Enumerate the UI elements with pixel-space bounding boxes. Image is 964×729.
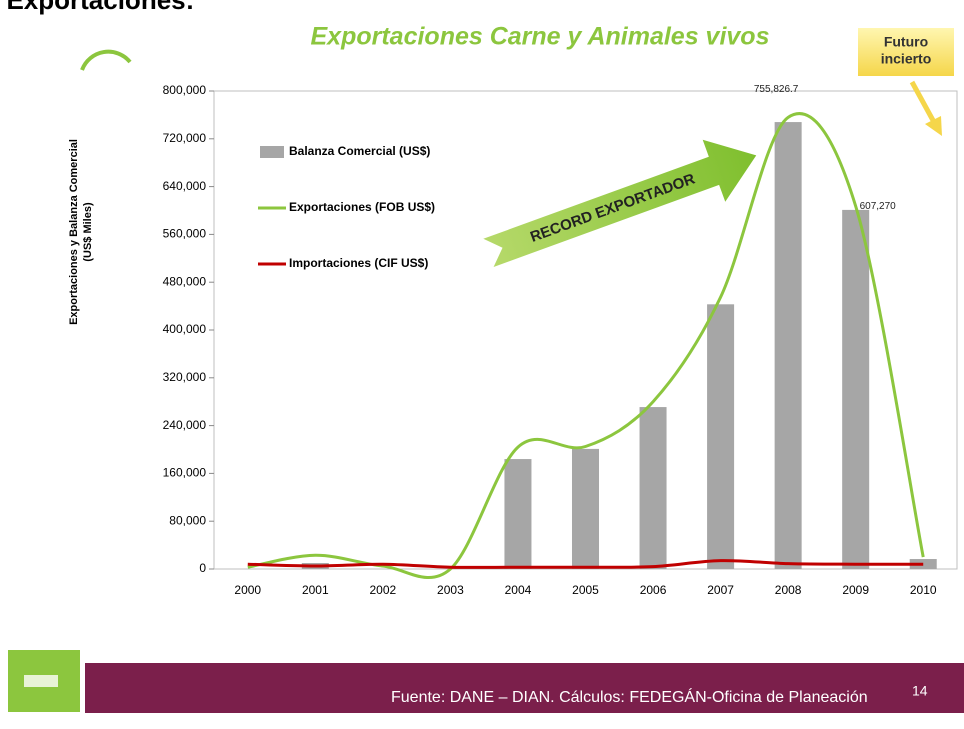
x-tick-label: 2001: [302, 583, 329, 597]
decor-arc: [80, 49, 132, 71]
x-tick-label: 2000: [234, 583, 261, 597]
legend-label: Balanza Comercial (US$): [289, 144, 430, 158]
y-tick-label: 800,000: [163, 83, 207, 97]
record-arrow: RECORD EXPORTADOR: [483, 139, 757, 267]
legend-label: Exportaciones (FOB US$): [289, 200, 435, 214]
data-label: 607,270: [860, 201, 897, 212]
y-tick-label: 640,000: [163, 179, 207, 193]
y-tick-label: 80,000: [169, 513, 206, 527]
x-tick-label: 2002: [370, 583, 397, 597]
bar: [707, 304, 735, 569]
x-tick-label: 2010: [910, 583, 937, 597]
y-tick-label: 720,000: [163, 131, 207, 145]
x-tick-label: 2005: [572, 583, 599, 597]
x-tick-label: 2003: [437, 583, 464, 597]
bar: [639, 407, 667, 569]
y-tick-label: 560,000: [163, 227, 207, 241]
footer-band: [85, 663, 964, 713]
line: [247, 112, 925, 580]
legend-label: Importaciones (CIF US$): [289, 256, 428, 270]
footer-logo-animal: [24, 675, 58, 687]
bar: [504, 459, 532, 569]
page-title: I Exportaciones:: [0, 0, 194, 15]
y-tick-label: 0: [199, 561, 206, 575]
future-box: [858, 28, 954, 76]
data-label: 755,826.7: [754, 84, 799, 95]
bar: [909, 559, 937, 569]
y-axis-label: (US$ Miles): [82, 202, 94, 262]
x-tick-label: 2009: [842, 583, 869, 597]
x-tick-label: 2008: [775, 583, 802, 597]
bar: [842, 209, 870, 569]
x-tick-label: 2007: [707, 583, 734, 597]
future-label: incierto: [881, 51, 932, 67]
y-axis-label: Exportaciones y Balanza Comercial: [68, 139, 80, 325]
y-tick-label: 400,000: [163, 322, 207, 336]
x-tick-label: 2006: [640, 583, 667, 597]
record-arrow-shape: [483, 139, 757, 267]
y-tick-label: 240,000: [163, 418, 207, 432]
bar: [774, 122, 802, 569]
y-tick-label: 160,000: [163, 466, 207, 480]
line: [247, 559, 924, 569]
future-label: Futuro: [884, 34, 928, 50]
future-arrow-head: [925, 116, 942, 136]
y-tick-label: 320,000: [163, 370, 207, 384]
legend-swatch: [260, 146, 284, 158]
future-arrow: [909, 80, 938, 126]
y-tick-label: 480,000: [163, 274, 207, 288]
chart-title: Exportaciones Carne y Animales vivos: [311, 23, 770, 51]
x-tick-label: 2004: [505, 583, 532, 597]
plot: 0 80,000 160,000 240,000 320,000 400,000 480,0…: [163, 83, 958, 597]
footer-source: Fuente: DANE – DIAN. Cálculos: FEDEGÁN-O…: [391, 687, 868, 706]
bar: [571, 448, 600, 569]
page-number: 14: [912, 683, 928, 699]
record-label: RECORD EXPORTADOR: [528, 170, 697, 246]
